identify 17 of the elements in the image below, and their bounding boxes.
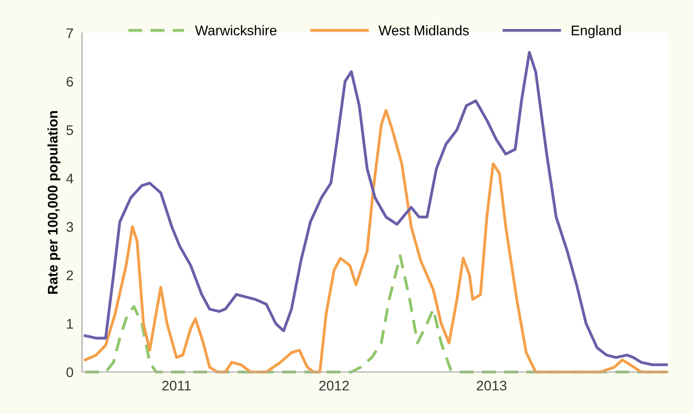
- legend-label: Warwickshire: [195, 25, 276, 36]
- line-series: [84, 50, 668, 366]
- x-tick-label: 2011: [162, 380, 191, 391]
- y-tick-label: 6: [66, 76, 74, 87]
- y-tick-label: 1: [67, 319, 73, 329]
- y-tick-label: 7: [66, 28, 73, 38]
- y-tick-label: 3: [66, 222, 74, 232]
- y-tick-label: 5: [66, 125, 74, 136]
- legend-label: England: [572, 25, 621, 38]
- y-tick-label: 0: [66, 367, 74, 378]
- legend-label: West Midlands: [378, 25, 469, 36]
- y-tick-label: 2: [66, 270, 73, 280]
- x-tick-label: 2013: [476, 380, 506, 391]
- x-tick-label: 2012: [319, 380, 349, 391]
- line-series: [84, 109, 668, 374]
- y-axis-title: Rate per 100,000 population: [47, 111, 60, 294]
- y-tick-label: 4: [66, 174, 74, 184]
